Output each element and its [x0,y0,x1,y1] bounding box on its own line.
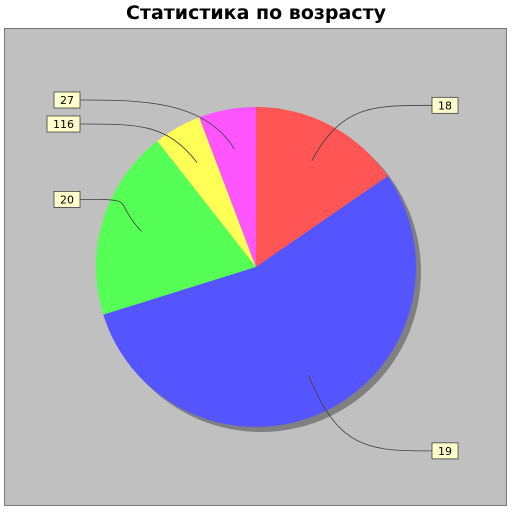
slice-label-116: 116 [53,118,74,131]
label-layer: 18 19 27 116 20 [46,91,459,460]
slice-label-19: 19 [438,445,452,458]
slice-label-18: 18 [438,99,452,112]
slice-label-27: 27 [60,94,74,107]
leader-line-19 [308,374,433,452]
pie-slice-27 [199,107,256,267]
leader-line-116 [79,123,198,163]
leader-line-18 [311,104,433,161]
pie-slice-116 [157,117,256,268]
label-box-20 [53,190,81,208]
leader-line-27 [79,99,235,150]
pie-slice-20 [95,141,256,315]
label-box-18 [431,96,459,114]
pie-slice-18 [256,107,388,267]
slice-label-20: 20 [60,193,74,206]
label-box-19 [431,442,459,460]
leader-line-20 [79,199,142,232]
chart-title: Статистика по возрасту [125,2,387,24]
label-box-27 [53,91,81,109]
pie-slice-19 [103,176,416,427]
label-box-116 [46,115,81,133]
